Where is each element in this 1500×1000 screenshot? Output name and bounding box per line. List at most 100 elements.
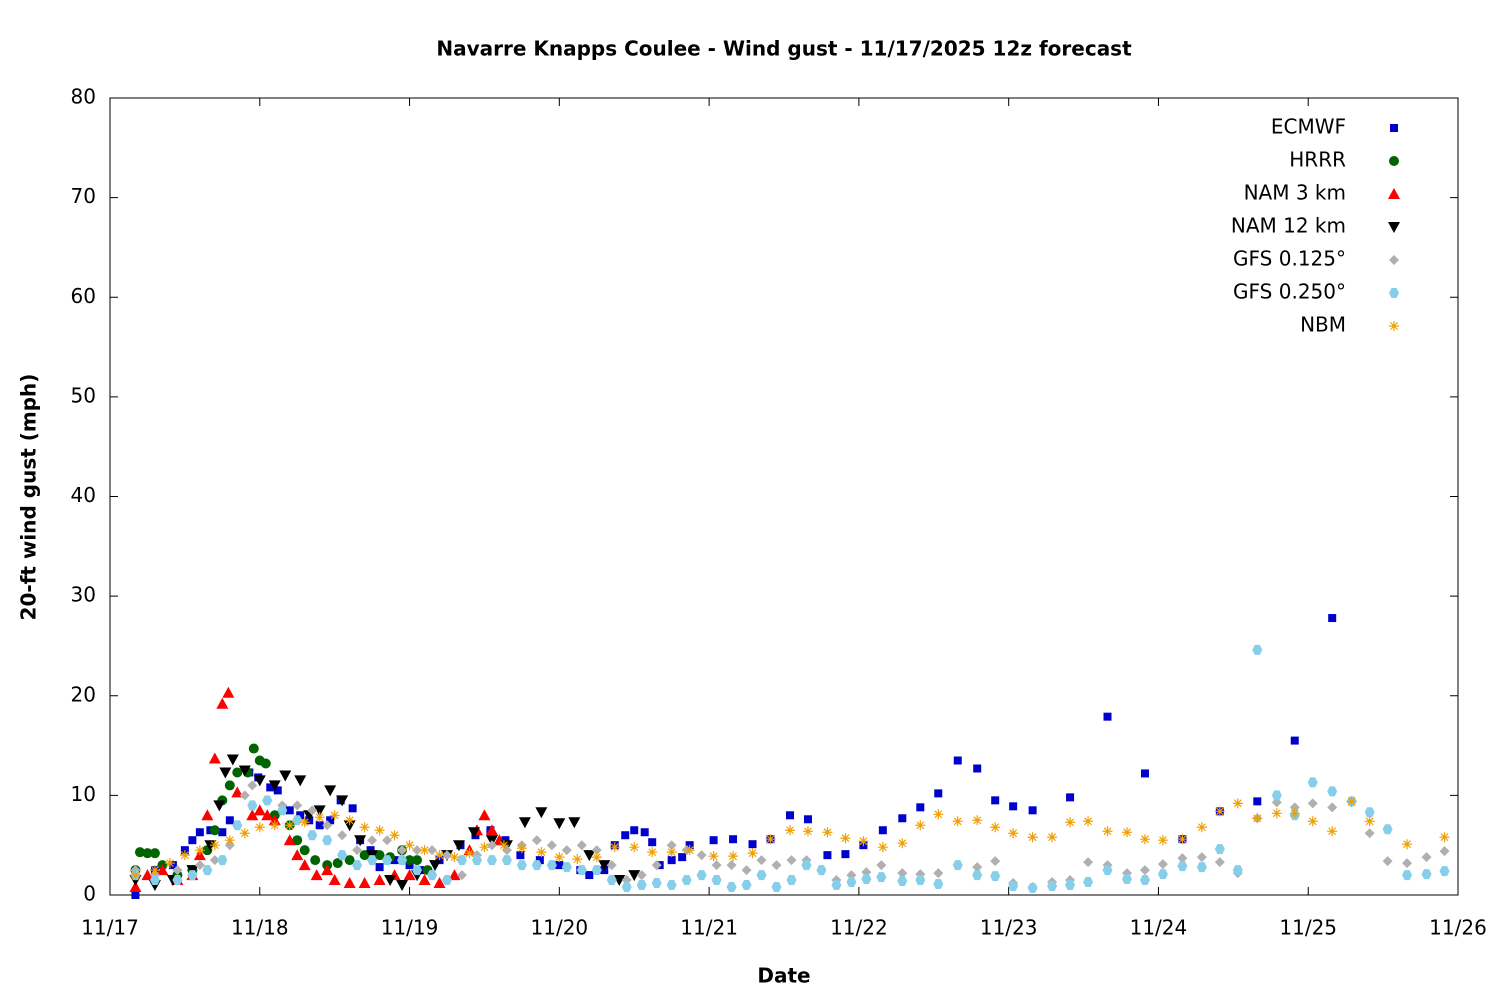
marker [934, 789, 943, 798]
marker [130, 870, 141, 881]
marker [897, 876, 908, 887]
marker [344, 815, 355, 826]
marker [262, 795, 273, 806]
marker [486, 855, 497, 866]
marker [359, 850, 370, 861]
marker [1177, 853, 1188, 864]
marker [310, 869, 323, 881]
marker [1327, 826, 1338, 837]
legend-marker [1389, 156, 1399, 166]
marker [172, 865, 183, 876]
marker [202, 865, 213, 876]
marker [149, 875, 160, 886]
marker [1402, 839, 1413, 850]
marker [232, 767, 243, 778]
marker [1121, 874, 1132, 885]
legend-marker [1389, 321, 1399, 331]
marker [952, 860, 963, 871]
marker [640, 828, 649, 837]
marker [696, 850, 707, 861]
marker [442, 875, 452, 886]
marker [216, 697, 229, 709]
marker [1421, 869, 1432, 880]
marker [1214, 857, 1225, 868]
marker [861, 874, 872, 885]
marker [291, 849, 304, 861]
x-tick-label: 11/20 [531, 916, 589, 940]
marker [728, 851, 739, 862]
marker [266, 783, 275, 792]
marker [1066, 793, 1075, 802]
marker [572, 854, 583, 865]
marker [621, 882, 632, 893]
marker [711, 860, 722, 871]
legend-marker [1388, 188, 1400, 199]
marker [684, 845, 695, 856]
x-tick-label: 11/23 [980, 916, 1038, 940]
marker [209, 840, 220, 851]
marker [729, 835, 738, 844]
marker [516, 851, 525, 860]
y-axis-label: 20-ft wind gust (mph) [17, 374, 41, 621]
marker [292, 835, 303, 846]
marker [696, 870, 707, 881]
marker [1047, 832, 1058, 843]
marker [348, 804, 357, 813]
marker [876, 872, 887, 883]
marker [1140, 769, 1149, 778]
marker [268, 780, 281, 792]
legend-marker [1390, 124, 1398, 132]
marker [260, 758, 271, 769]
marker [831, 880, 842, 891]
marker [194, 845, 205, 856]
marker [310, 855, 321, 866]
marker [427, 845, 438, 856]
marker [1103, 712, 1112, 721]
legend-label: NAM 3 km [1244, 181, 1346, 205]
marker [224, 780, 235, 791]
legend-label: GFS 0.250° [1233, 280, 1346, 304]
marker [294, 775, 307, 787]
marker [219, 767, 232, 779]
marker [358, 877, 371, 889]
marker [897, 868, 908, 879]
marker [898, 814, 907, 823]
marker [972, 862, 983, 873]
marker [449, 852, 460, 863]
marker [568, 817, 581, 829]
marker [609, 842, 620, 853]
marker [933, 879, 944, 890]
marker [858, 836, 869, 847]
marker [1232, 798, 1243, 809]
chart-title: Navarre Knapps Coulee - Wind gust - 11/1… [436, 37, 1132, 61]
marker [583, 850, 596, 862]
marker [576, 840, 587, 851]
marker [1177, 861, 1188, 872]
marker [131, 891, 140, 899]
marker [531, 835, 542, 846]
marker [224, 835, 235, 846]
marker [1402, 858, 1413, 869]
marker [1139, 834, 1150, 845]
marker [1307, 816, 1318, 827]
marker [678, 853, 687, 862]
marker [651, 878, 662, 889]
legend-label: NBM [1300, 313, 1346, 337]
marker [328, 874, 341, 886]
legend-label: GFS 0.125° [1233, 247, 1346, 271]
marker [501, 855, 512, 866]
marker [756, 855, 767, 866]
marker [427, 870, 438, 881]
marker [238, 765, 251, 777]
marker [1196, 822, 1207, 833]
marker [741, 880, 752, 891]
marker [1065, 817, 1076, 828]
x-tick-label: 11/21 [680, 916, 738, 940]
marker [1047, 881, 1058, 892]
marker [621, 831, 630, 840]
marker [823, 851, 832, 860]
marker [313, 805, 326, 817]
marker [239, 790, 250, 801]
marker [1439, 846, 1450, 857]
marker [168, 861, 177, 870]
